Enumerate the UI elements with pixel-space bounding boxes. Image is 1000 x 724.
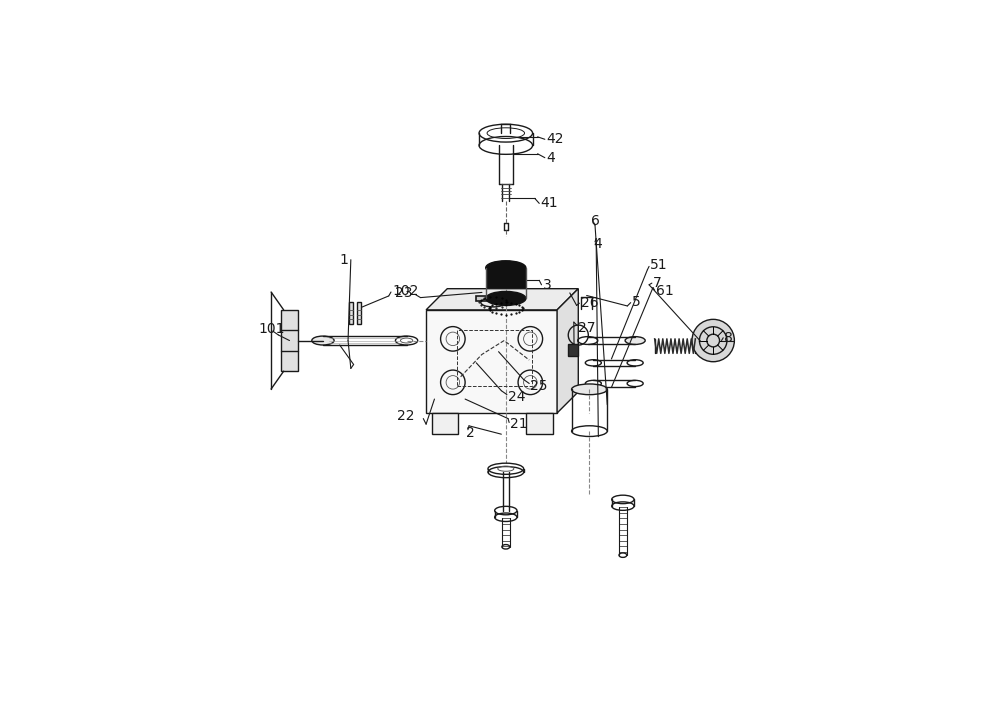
Ellipse shape	[486, 261, 526, 275]
Text: 2: 2	[466, 426, 474, 439]
Ellipse shape	[312, 336, 334, 345]
Bar	[281, 310, 298, 371]
Text: 8: 8	[724, 331, 733, 345]
Text: 4: 4	[546, 151, 555, 164]
Bar	[357, 301, 361, 324]
Text: 101: 101	[259, 322, 285, 337]
Text: 25: 25	[530, 379, 548, 392]
Bar	[426, 310, 557, 413]
Bar	[457, 330, 532, 386]
Text: 26: 26	[581, 296, 598, 310]
Polygon shape	[476, 296, 504, 301]
Polygon shape	[526, 413, 553, 434]
Text: 27: 27	[578, 321, 596, 334]
Text: 5: 5	[632, 295, 641, 308]
Text: 1: 1	[340, 253, 349, 266]
Text: 4: 4	[593, 237, 602, 251]
Ellipse shape	[486, 292, 526, 306]
Text: 42: 42	[546, 132, 563, 146]
Text: 22: 22	[397, 409, 414, 423]
Text: 102: 102	[392, 284, 418, 298]
Text: 23: 23	[395, 286, 413, 300]
Text: 3: 3	[543, 278, 551, 292]
Text: 51: 51	[650, 258, 668, 272]
Bar	[568, 344, 578, 356]
Polygon shape	[432, 413, 458, 434]
Polygon shape	[557, 289, 578, 413]
Ellipse shape	[692, 319, 734, 362]
Text: 24: 24	[508, 390, 526, 404]
Text: 21: 21	[510, 417, 528, 432]
Bar	[349, 301, 353, 324]
Ellipse shape	[572, 384, 607, 395]
Text: 41: 41	[540, 196, 558, 211]
Text: 61: 61	[656, 285, 674, 298]
Text: 6: 6	[591, 214, 599, 227]
Ellipse shape	[625, 337, 645, 345]
Text: 7: 7	[653, 276, 662, 290]
Bar	[486, 268, 526, 298]
Polygon shape	[426, 289, 578, 310]
